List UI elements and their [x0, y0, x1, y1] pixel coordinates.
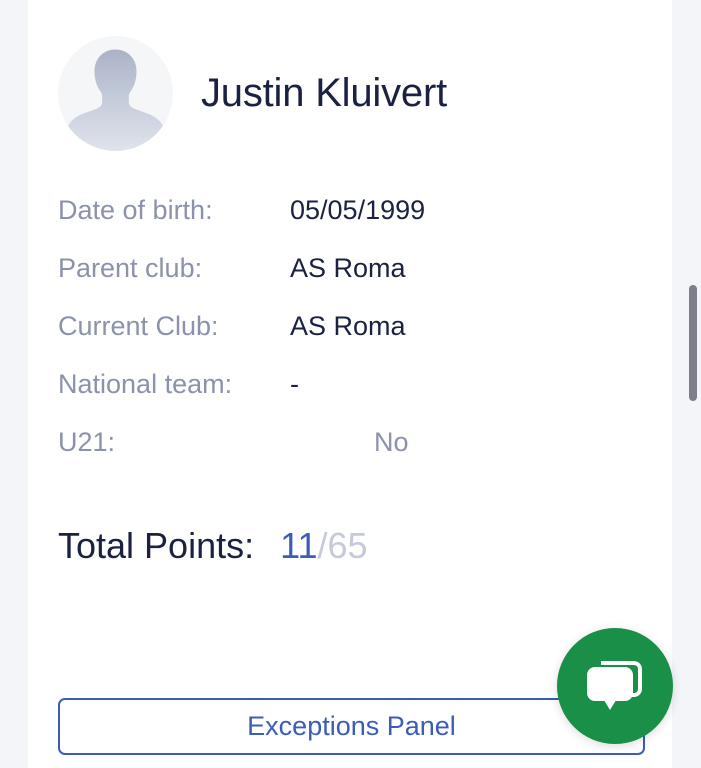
detail-label: National team:	[58, 369, 233, 399]
points-earned: 11	[280, 525, 318, 566]
detail-row-national-team: National team: -	[58, 369, 642, 427]
chat-bubbles-icon	[584, 657, 646, 715]
vertical-scrollbar[interactable]	[685, 0, 701, 768]
detail-label: U21:	[58, 427, 116, 457]
points-max: 65	[327, 525, 368, 566]
chat-launcher-button[interactable]	[557, 628, 673, 744]
player-details-list: Date of birth: 05/05/1999 Parent club: A…	[58, 195, 642, 485]
page-title: Justin Kluivert	[201, 71, 447, 115]
avatar	[58, 35, 173, 151]
total-points-label: Total Points:	[58, 525, 255, 566]
detail-value: No	[374, 427, 409, 457]
points-separator: /	[317, 525, 328, 566]
player-profile-card: Justin Kluivert Date of birth: 05/05/199…	[28, 0, 672, 768]
detail-value: -	[290, 369, 299, 399]
detail-value: 05/05/1999	[290, 195, 426, 225]
total-points-row: Total Points: 11/65	[58, 525, 368, 567]
detail-row-current-club: Current Club: AS Roma	[58, 311, 642, 369]
detail-value: AS Roma	[290, 253, 406, 283]
profile-header: Justin Kluivert	[58, 30, 642, 156]
detail-label: Date of birth:	[58, 195, 213, 225]
total-points-value: 11/65	[280, 525, 367, 567]
vertical-scrollbar-thumb[interactable]	[689, 285, 697, 401]
detail-label: Current Club:	[58, 311, 219, 341]
detail-value: AS Roma	[290, 311, 406, 341]
detail-row-parent-club: Parent club: AS Roma	[58, 253, 642, 311]
detail-label: Parent club:	[58, 253, 203, 283]
exceptions-panel-button[interactable]: Exceptions Panel	[58, 698, 645, 755]
detail-row-u21: U21: No	[58, 427, 642, 485]
detail-row-date-of-birth: Date of birth: 05/05/1999	[58, 195, 642, 253]
